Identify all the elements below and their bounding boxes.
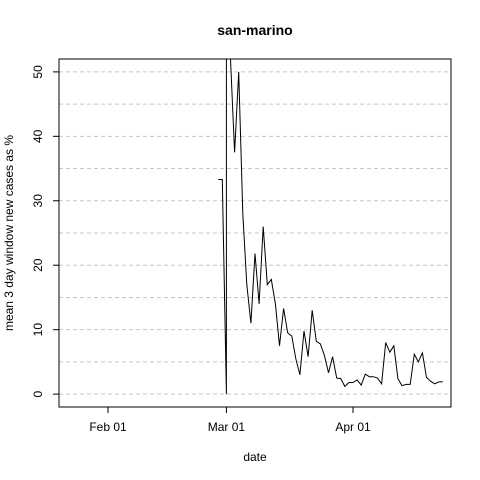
y-tick-label: 30 — [31, 194, 45, 208]
y-tick-label: 10 — [31, 323, 45, 337]
chart-title: san-marino — [217, 22, 292, 38]
x-axis-label: date — [243, 450, 267, 464]
plot-frame — [58, 58, 452, 408]
x-tick-label: Mar 01 — [208, 420, 246, 434]
gridlines — [59, 71, 451, 395]
y-tick-label: 20 — [31, 258, 45, 272]
x-tick-label: Feb 01 — [89, 420, 127, 434]
y-tick-label: 50 — [31, 65, 45, 79]
series-line — [218, 59, 443, 395]
y-tick-label: 0 — [31, 390, 45, 397]
y-tick-label: 40 — [31, 129, 45, 143]
x-tick-label: Apr 01 — [335, 420, 371, 434]
y-axis-label: mean 3 day window new cases as % — [2, 135, 16, 331]
x-axis: Feb 01 Mar 01 Apr 01 — [89, 407, 371, 434]
y-axis: 0 10 20 30 40 50 — [31, 65, 59, 397]
series-group — [218, 59, 443, 395]
